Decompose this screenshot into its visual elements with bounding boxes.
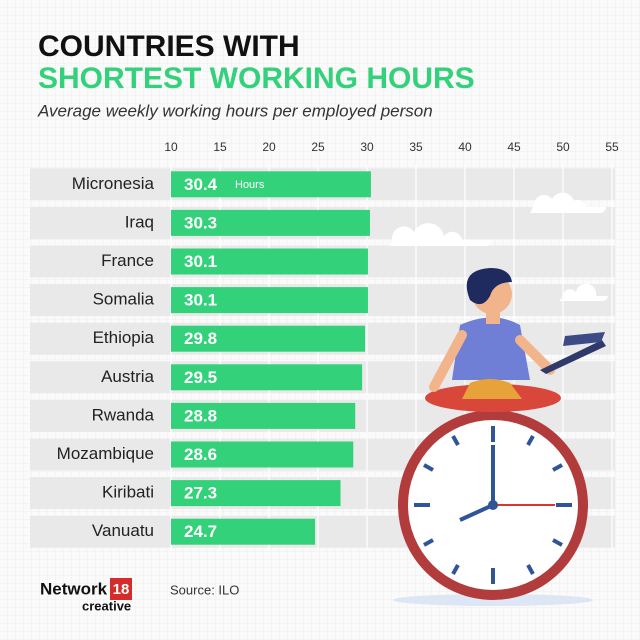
y-tick-label: Mozambique [57, 444, 154, 463]
value-label: 27.3 [184, 484, 217, 503]
x-tick-label: 20 [262, 140, 276, 154]
x-tick-label: 10 [164, 140, 178, 154]
y-tick-label: France [101, 251, 154, 270]
x-tick-label: 45 [507, 140, 521, 154]
bar [171, 248, 368, 275]
x-tick-label: 25 [311, 140, 325, 154]
bar [171, 441, 354, 468]
illustration [390, 192, 608, 606]
y-tick-label: Ethiopia [93, 328, 155, 347]
y-tick-label: Austria [101, 367, 154, 386]
value-label: 30.3 [184, 213, 217, 232]
value-label: 29.5 [184, 368, 217, 387]
x-tick-label: 40 [458, 140, 472, 154]
bar [171, 209, 370, 236]
value-label: 28.6 [184, 445, 217, 464]
value-label: 24.7 [184, 522, 217, 541]
chart-title: SHORTEST WORKING HOURS [38, 62, 475, 95]
chart-subtitle: Average weekly working hours per employe… [37, 101, 433, 120]
bar [171, 402, 356, 429]
y-tick-label: Rwanda [92, 405, 155, 424]
value-label: 29.8 [184, 329, 217, 348]
chart-title: COUNTRIES WITH [38, 30, 300, 63]
brand-sub: creative [82, 598, 131, 613]
x-tick-label: 30 [360, 140, 374, 154]
bar [171, 325, 366, 352]
bar [171, 518, 316, 545]
y-tick-label: Iraq [125, 212, 154, 231]
bar [171, 364, 363, 391]
bar [171, 287, 368, 314]
x-tick-label: 35 [409, 140, 423, 154]
value-label: 30.1 [184, 291, 217, 310]
bar [171, 171, 371, 198]
y-tick-label: Somalia [93, 290, 155, 309]
x-tick-label: 55 [605, 140, 619, 154]
source-note: Source: ILO [170, 582, 239, 597]
x-tick-label: 15 [213, 140, 227, 154]
value-label: 30.1 [184, 252, 217, 271]
brand-name: Network [40, 579, 108, 598]
y-tick-label: Kiribati [102, 483, 154, 502]
y-tick-label: Vanuatu [92, 521, 154, 540]
value-label: 30.4 [184, 175, 218, 194]
x-tick-label: 50 [556, 140, 570, 154]
brand-number: 18 [113, 581, 130, 598]
bar [171, 480, 341, 507]
value-label: 28.8 [184, 406, 217, 425]
y-tick-label: Micronesia [72, 174, 155, 193]
annotation: Hours [235, 179, 265, 191]
brand-badge [110, 578, 132, 600]
